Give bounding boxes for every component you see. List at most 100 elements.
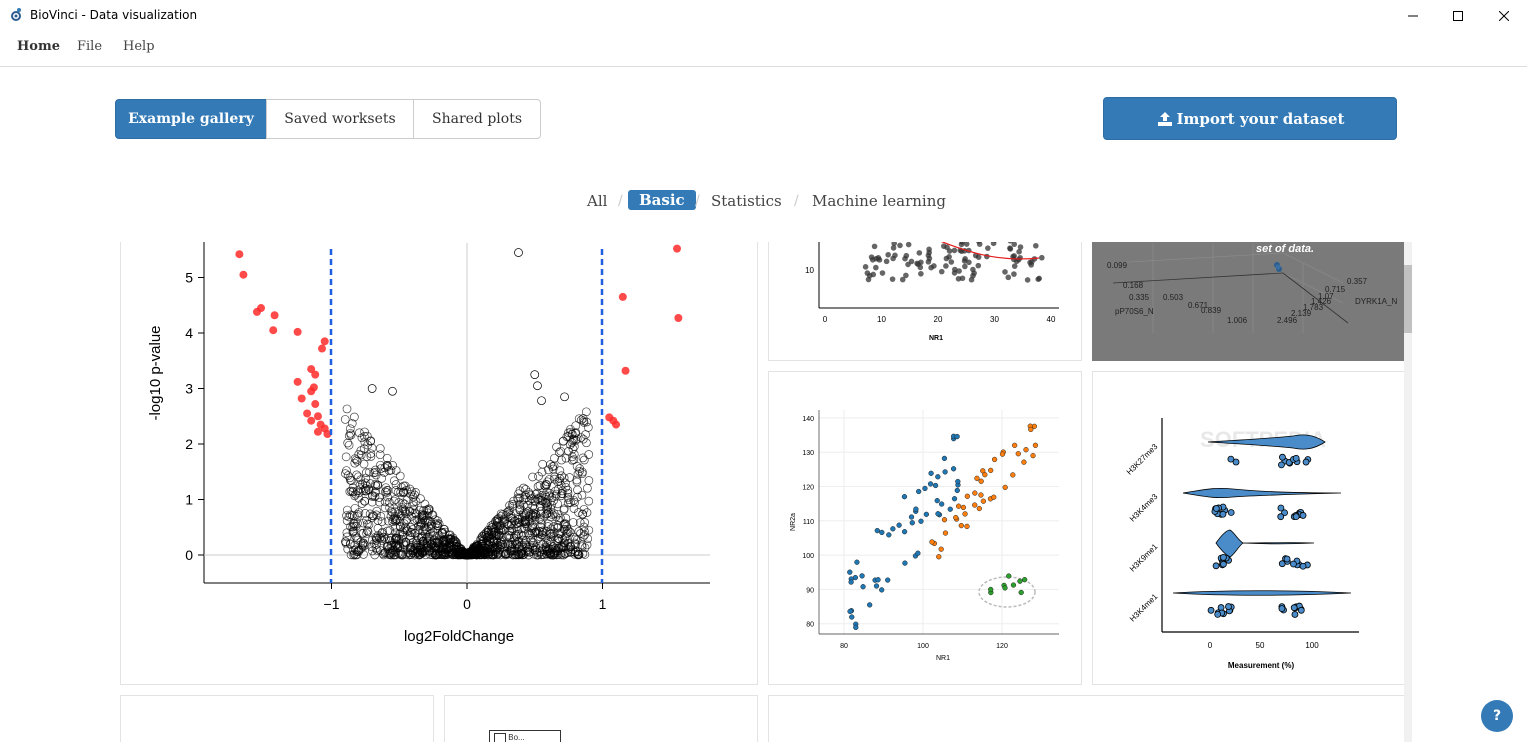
violin-point bbox=[1277, 504, 1285, 512]
volcano-point bbox=[349, 546, 358, 555]
volcano-significant-point bbox=[313, 412, 322, 421]
volcano-significant-point bbox=[618, 292, 627, 301]
tab-example-gallery[interactable]: Example gallery bbox=[115, 99, 267, 139]
volcano-point bbox=[550, 453, 559, 463]
cluster-point-blue bbox=[947, 506, 953, 512]
volcano-point bbox=[357, 433, 367, 443]
volcano-point bbox=[391, 466, 401, 475]
volcano-point bbox=[582, 508, 592, 517]
filter-all[interactable]: All bbox=[587, 192, 608, 210]
scatter-top-point bbox=[1011, 271, 1017, 277]
volcano-point bbox=[541, 479, 551, 489]
menu-home[interactable]: Home bbox=[17, 39, 60, 54]
volcano-significant-point bbox=[293, 377, 302, 386]
volcano-point bbox=[376, 460, 385, 470]
volcano-point bbox=[542, 509, 552, 519]
tab-shared-plots[interactable]: Shared plots bbox=[413, 99, 541, 139]
volcano-point bbox=[564, 495, 574, 505]
volcano-point bbox=[544, 465, 553, 475]
volcano-point bbox=[343, 471, 353, 480]
filter-statistics[interactable]: Statistics bbox=[711, 192, 782, 210]
volcano-point bbox=[394, 539, 404, 548]
volcano-point bbox=[553, 546, 563, 556]
volcano-point bbox=[553, 499, 562, 509]
volcano-point bbox=[493, 514, 503, 524]
volcano-point bbox=[575, 466, 584, 476]
volcano-point bbox=[535, 481, 545, 490]
volcano-point bbox=[566, 427, 575, 437]
scatter-top-point bbox=[931, 263, 937, 269]
import-dataset-button[interactable]: Import your dataset bbox=[1103, 97, 1397, 140]
volcano-point bbox=[549, 522, 558, 531]
volcano-significant-point bbox=[313, 427, 322, 436]
menu-file[interactable]: File bbox=[77, 39, 103, 54]
volcano-point bbox=[398, 549, 408, 559]
maximize-button[interactable] bbox=[1435, 0, 1481, 31]
volcano-point bbox=[529, 549, 539, 559]
volcano-point bbox=[563, 528, 572, 538]
scatter-top-point bbox=[951, 247, 958, 254]
gallery-scrollbar[interactable] bbox=[1404, 242, 1412, 742]
volcano-point bbox=[478, 534, 488, 544]
cluster-point-blue bbox=[848, 579, 854, 585]
volcano-point bbox=[584, 496, 594, 506]
cluster-point-orange bbox=[972, 490, 978, 496]
volcano-point bbox=[561, 478, 570, 488]
filter-basic[interactable]: Basic bbox=[628, 190, 696, 210]
close-button[interactable] bbox=[1481, 0, 1527, 31]
volcano-point bbox=[353, 535, 363, 545]
volcano-point bbox=[514, 550, 524, 560]
cluster-point-blue bbox=[942, 469, 948, 475]
filter-machine-learning[interactable]: Machine learning bbox=[812, 192, 946, 210]
volcano-point bbox=[416, 494, 425, 503]
cluster-point-blue bbox=[939, 501, 945, 507]
volcano-point bbox=[567, 429, 577, 439]
gallery-card[interactable]: Bo... bbox=[444, 695, 758, 742]
volcano-point bbox=[419, 506, 428, 515]
pca-tick: 1.006 bbox=[1227, 316, 1248, 325]
scatter-top-xlabel: NR1 bbox=[929, 335, 943, 342]
volcano-point bbox=[348, 487, 358, 497]
gallery-card[interactable] bbox=[768, 695, 1406, 742]
volcano-point bbox=[526, 509, 536, 519]
volcano-point bbox=[424, 546, 434, 555]
violin-plot-card[interactable]: SOFTPEDIA H3K27me3H3K4me3H3K9me1H3K4me1 … bbox=[1092, 371, 1406, 685]
volcano-point bbox=[569, 495, 579, 505]
cluster-point-orange bbox=[982, 472, 988, 478]
cluster-scatter-card[interactable]: 80 90 100 110 120 130 140 80 100 120 NR1 NR2a bbox=[768, 371, 1082, 685]
cluster-point-blue bbox=[873, 583, 880, 589]
cluster-point-orange bbox=[1010, 472, 1016, 478]
violin-xtick-label: 100 bbox=[1305, 641, 1319, 650]
pca-tick: 0.715 bbox=[1325, 285, 1346, 294]
volcano-point bbox=[489, 543, 499, 553]
violin-category-label: H3K9me1 bbox=[1128, 542, 1160, 574]
volcano-point bbox=[398, 504, 408, 514]
box-icon bbox=[494, 733, 506, 742]
help-button[interactable]: ? bbox=[1481, 700, 1513, 732]
minimize-button[interactable] bbox=[1390, 0, 1436, 31]
scatter-top-point bbox=[925, 259, 932, 265]
cluster-point-orange bbox=[953, 514, 959, 521]
cluster-point-blue bbox=[867, 602, 873, 608]
volcano-point bbox=[571, 540, 581, 549]
tab-saved-worksets[interactable]: Saved worksets bbox=[266, 99, 414, 139]
violin-point bbox=[1219, 510, 1227, 518]
volcano-ytick-label: 0 bbox=[185, 547, 193, 563]
volcano-point bbox=[530, 512, 540, 522]
scatter-top-point bbox=[966, 259, 972, 266]
menu-help[interactable]: Help bbox=[123, 39, 155, 54]
scrollbar-thumb[interactable] bbox=[1404, 265, 1412, 333]
close-icon bbox=[1499, 10, 1509, 21]
volcano-point bbox=[505, 540, 515, 549]
scatter-regression-card[interactable]: 10 0 10 20 30 40 NR1 bbox=[768, 242, 1082, 361]
scatter-top-point bbox=[1033, 242, 1039, 249]
volcano-plot-card[interactable]: 0 1 2 3 4 5 −1 0 1 log2FoldChange -log10 p-valu… bbox=[120, 242, 758, 685]
volcano-point bbox=[496, 509, 506, 519]
volcano-point bbox=[579, 504, 589, 514]
pca-3d-card[interactable]: set of data. 0.099 0.168 0.335 0.503 0.6… bbox=[1092, 242, 1406, 361]
volcano-point bbox=[553, 520, 563, 530]
violin-xtick-label: 0 bbox=[1208, 641, 1213, 650]
gallery-card[interactable] bbox=[120, 695, 434, 742]
violin-category-label: H3K4me3 bbox=[1128, 492, 1160, 524]
cluster-ytick-label: 140 bbox=[802, 416, 814, 423]
